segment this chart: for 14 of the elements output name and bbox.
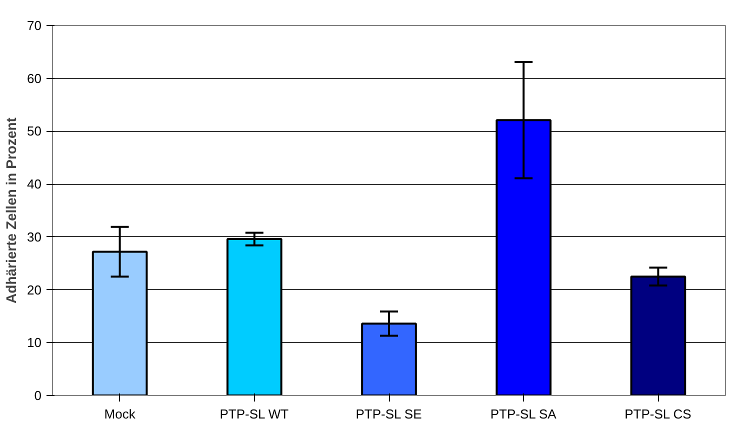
x-tick-label: PTP-SL WT xyxy=(220,406,289,422)
y-tick-label: 40 xyxy=(27,176,42,192)
y-tick-label: 10 xyxy=(27,335,42,350)
y-tick-label: 70 xyxy=(27,18,42,33)
y-tick-label: 50 xyxy=(27,124,42,139)
y-tick-label: 0 xyxy=(34,388,42,403)
x-tick-label: PTP-SL SA xyxy=(490,406,557,422)
x-tick-label: PTP-SL CS xyxy=(624,406,692,422)
y-axis-title: Adhärierte Zellen in Prozent xyxy=(3,117,20,304)
x-tick-label: PTP-SL SE xyxy=(356,406,422,422)
x-tick-label: Mock xyxy=(104,406,136,422)
y-tick-label: 30 xyxy=(27,229,42,244)
y-tick-label: 60 xyxy=(27,70,42,86)
y-tick-label: 20 xyxy=(27,282,42,298)
